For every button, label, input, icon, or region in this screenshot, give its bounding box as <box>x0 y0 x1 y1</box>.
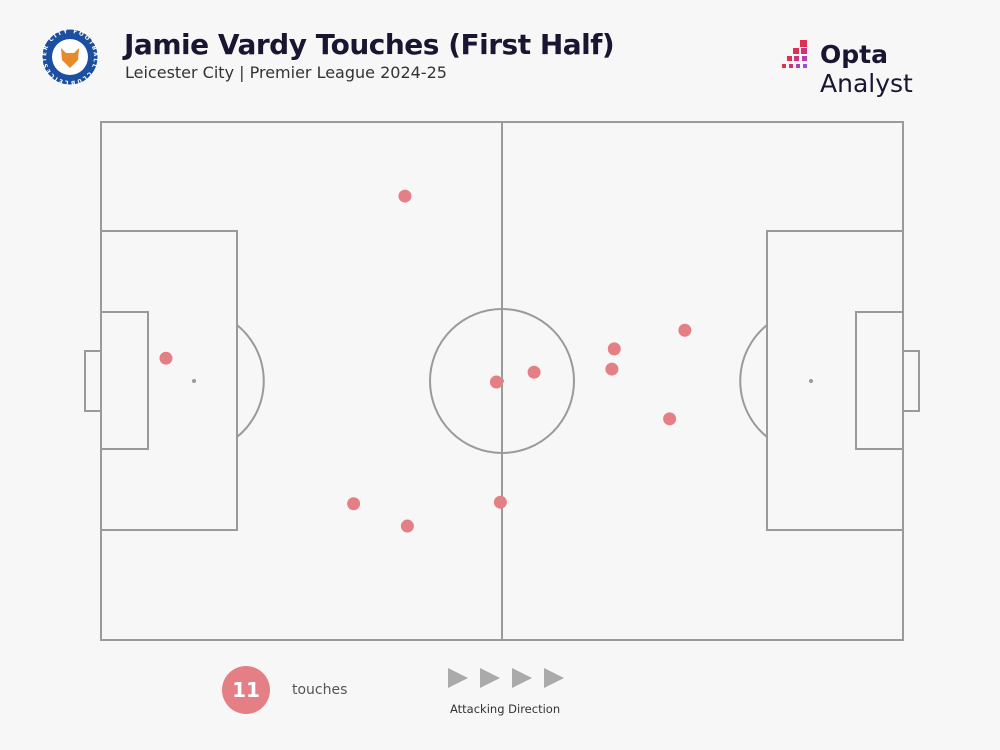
touch-point <box>400 519 414 533</box>
leicester-crest-logo: LEICESTER CITY FOOTBALL CLUB <box>41 28 99 86</box>
left-penalty-spot <box>192 379 196 383</box>
right-penalty-spot <box>809 379 813 383</box>
arrow-icon <box>512 668 532 688</box>
touch-point <box>607 342 621 356</box>
opta-wordmark: Opta Analyst <box>820 40 913 98</box>
center-circle <box>429 308 575 454</box>
right-penalty-box <box>766 230 904 531</box>
opta-logo-icon <box>782 40 807 68</box>
touch-point <box>159 351 173 365</box>
right-goal <box>902 350 920 412</box>
left-goal <box>84 350 102 412</box>
left-six-yard-box <box>100 311 149 450</box>
touch-point <box>347 497 361 511</box>
touch-count-badge: 11 <box>222 666 270 714</box>
opta-analyst-logo: Opta Analyst <box>780 38 970 98</box>
touch-point <box>663 412 677 426</box>
touch-point <box>527 365 541 379</box>
arrow-icon <box>544 668 564 688</box>
chart-subtitle: Leicester City | Premier League 2024-25 <box>125 63 447 82</box>
arrow-icon <box>480 668 500 688</box>
attacking-direction-label: Attacking Direction <box>450 702 561 716</box>
right-penalty-arc <box>739 324 768 438</box>
right-six-yard-box <box>855 311 904 450</box>
left-penalty-box <box>100 230 238 531</box>
left-penalty-arc <box>236 324 265 438</box>
attacking-direction-arrows <box>448 668 564 688</box>
arrow-icon <box>448 668 468 688</box>
touch-point <box>678 323 692 337</box>
touch-point <box>489 375 503 389</box>
touch-point <box>398 189 412 203</box>
touch-count-label: touches <box>292 682 348 698</box>
touch-point <box>493 495 507 509</box>
touch-point <box>605 362 619 376</box>
chart-title: Jamie Vardy Touches (First Half) <box>124 28 615 61</box>
